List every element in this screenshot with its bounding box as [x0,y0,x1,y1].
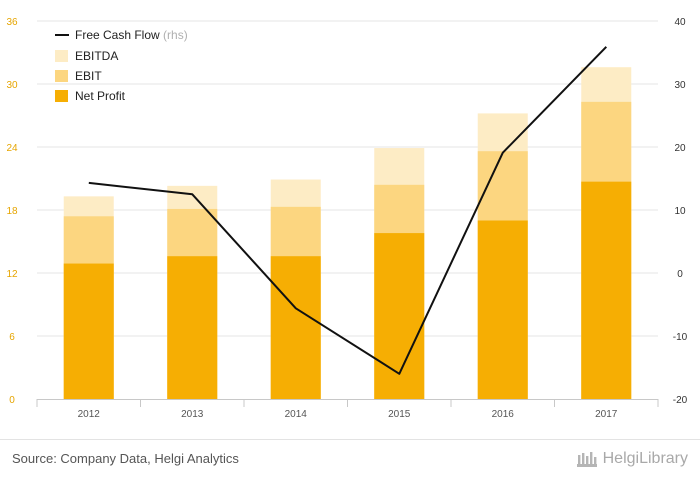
footer-divider [0,439,700,440]
bar-net-profit [581,181,632,399]
bar-net-profit [167,256,218,399]
legend-axis-note: (rhs) [163,28,188,42]
fcf-line-layer [88,46,608,375]
legend: Free Cash Flow (rhs) EBITDA EBIT Net Profit [55,28,188,103]
y-right-tick-label: 0 [677,269,683,280]
legend-swatch-ebitda [55,50,68,62]
library-icon [576,452,597,467]
x-tick-label: 2015 [388,409,411,420]
legend-series-name: Free Cash Flow [75,28,163,42]
y-left-tick-label: 36 [6,17,18,28]
y-left-tick-label: 18 [6,206,18,217]
legend-swatch-net-profit [55,90,68,102]
y-right-tick-label: -20 [673,395,688,406]
x-tick-label: 2012 [78,409,101,420]
x-tick-label: 2013 [181,409,204,420]
source-note: Source: Company Data, Helgi Analytics [12,451,239,466]
fcf-line [88,46,608,375]
x-tick-label: 2014 [285,409,308,420]
y-right-tick-label: 10 [674,206,686,217]
bar-net-profit [270,256,321,399]
y-right-tick-label: 30 [674,80,686,91]
legend-swatch-ebit [55,70,68,82]
y-left-tick-label: 6 [9,332,15,343]
y-left-tick-label: 30 [6,80,18,91]
y-right-tick-label: -10 [673,332,688,343]
y-right-tick-label: 20 [674,143,686,154]
legend-label-ebit: EBIT [75,69,102,83]
brand-logo: HelgiLibrary [576,448,688,470]
y-left-tick-label: 12 [6,269,18,280]
legend-label-net-profit: Net Profit [75,89,126,103]
legend-label-ebitda: EBITDA [75,49,118,63]
bars [63,67,632,400]
bar-net-profit [477,220,528,399]
brand-name: HelgiLibrary [602,450,688,467]
y-left-tick-label: 24 [6,143,18,154]
legend-label-free-cash-flow: Free Cash Flow (rhs) [75,28,188,42]
gridlines [37,20,658,337]
axes: 0 6 12 18 24 30 36 -20 -10 0 10 20 30 40 2012 2013 2014 2… [6,17,687,420]
bar-net-profit [374,233,425,399]
y-left-tick-label: 0 [9,395,15,406]
x-tick-label: 2016 [492,409,515,420]
bar-net-profit [63,263,114,399]
x-tick-label: 2017 [595,409,618,420]
y-right-tick-label: 40 [674,17,686,28]
chart: 0 6 12 18 24 30 36 -20 -10 0 10 20 30 40 2012 2013 2014 2… [6,17,687,420]
